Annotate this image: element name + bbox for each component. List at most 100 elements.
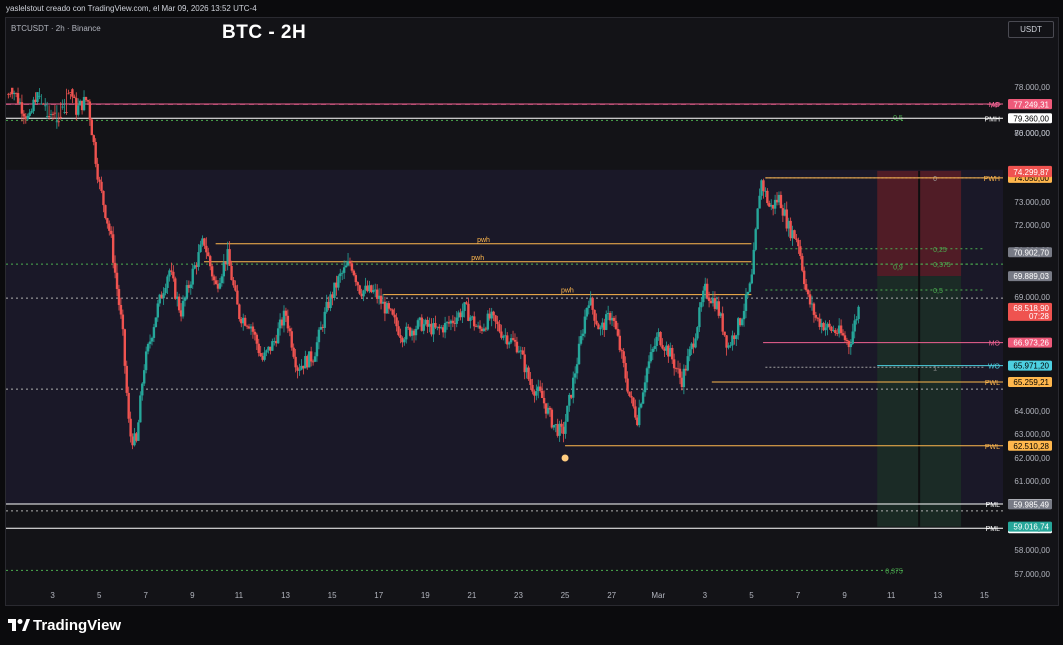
candle-body <box>247 326 251 329</box>
x-axis-tick: 5 <box>749 591 754 600</box>
candle-body <box>605 314 608 330</box>
currency-button[interactable]: USDT <box>1008 21 1054 38</box>
candle-body <box>240 319 243 324</box>
candle-body <box>166 276 169 288</box>
candle-body <box>593 309 596 321</box>
candle-body <box>174 278 177 299</box>
candle-body <box>119 304 123 315</box>
candle-body <box>494 315 497 322</box>
candle-body <box>678 368 682 378</box>
candle-body <box>461 310 464 318</box>
candle-body <box>473 316 476 327</box>
candle-body <box>245 325 249 327</box>
candle-body <box>383 301 387 314</box>
candle-body <box>141 383 144 396</box>
candle-body <box>168 270 171 277</box>
candle-body <box>20 102 24 114</box>
candle-body <box>276 328 280 344</box>
candle-body <box>236 290 239 305</box>
price-tag-label: 77.249,31 <box>1013 100 1049 109</box>
candle-body <box>422 324 425 331</box>
candle-body <box>762 180 765 192</box>
candle-body <box>177 296 181 311</box>
candle-body <box>181 300 185 317</box>
candle-body <box>626 378 629 392</box>
candle-body <box>795 238 798 240</box>
y-axis-tick: 62.000,00 <box>1014 454 1050 463</box>
candle-body <box>441 327 445 333</box>
candle-body <box>243 317 247 326</box>
candle-body <box>531 384 534 392</box>
candle-body <box>121 314 125 330</box>
candle-body <box>337 276 340 288</box>
x-axis-tick: 27 <box>607 591 616 600</box>
candle-body <box>339 273 342 277</box>
candle-body <box>280 319 284 326</box>
level-label: PML <box>986 502 1001 509</box>
candle-body <box>218 283 222 289</box>
candle-body <box>381 301 385 304</box>
candle-body <box>500 331 503 338</box>
level-label: MO <box>989 341 1001 348</box>
candle-body <box>80 100 84 111</box>
candle-body <box>100 181 103 191</box>
y-axis-tick: 69.000,00 <box>1014 293 1050 302</box>
candle-body <box>259 353 262 357</box>
candle-body <box>63 112 66 113</box>
price-tag-label: 59.016,74 <box>1013 523 1049 532</box>
candle-body <box>764 190 767 192</box>
candle-body <box>529 379 532 385</box>
candle-body <box>69 92 72 94</box>
candle-body <box>760 180 763 196</box>
candle-body <box>368 285 371 292</box>
y-axis-tick: 76.000,00 <box>1014 129 1050 138</box>
candle-body <box>704 283 707 291</box>
candle-body <box>469 317 472 321</box>
candle-body <box>288 328 292 332</box>
candle-body <box>449 320 453 324</box>
candle-body <box>482 328 486 332</box>
candle-body <box>822 323 825 331</box>
candle-body <box>356 282 359 286</box>
candle-body <box>572 377 575 398</box>
candle-body <box>478 325 482 329</box>
candle-body <box>599 327 602 330</box>
candle-body <box>133 433 136 446</box>
symbol-label: BTCUSDT · 2h · Binance <box>11 24 101 33</box>
candle-body <box>705 283 709 298</box>
candle-body <box>321 326 325 328</box>
candle-body <box>9 93 12 95</box>
candle-body <box>391 309 394 315</box>
candle-body <box>59 116 62 118</box>
candle-body <box>544 403 548 414</box>
candle-body <box>257 343 260 354</box>
y-axis-tick: 57.000,00 <box>1014 570 1050 579</box>
candle-body <box>639 403 643 408</box>
candle-body <box>843 335 847 340</box>
candle-body <box>189 284 193 288</box>
candle-body <box>395 317 398 327</box>
fib-label: 0,375 <box>933 262 951 269</box>
candle-body <box>106 218 109 224</box>
candle-body <box>102 190 105 206</box>
candle-body <box>601 322 604 328</box>
candle-body <box>123 329 127 366</box>
candle-body <box>643 382 647 393</box>
candle-body <box>45 116 49 117</box>
candle-body <box>418 317 422 321</box>
candle-body <box>12 92 16 95</box>
candle-body <box>711 298 715 304</box>
candle-body <box>581 333 585 337</box>
candle-body <box>317 329 321 343</box>
y-axis-tick: 64.000,00 <box>1014 407 1050 416</box>
candle-body <box>630 395 633 398</box>
candle-body <box>94 142 97 164</box>
candle-body <box>313 356 317 362</box>
candle-body <box>566 405 569 422</box>
candle-body <box>696 327 699 339</box>
price-tag-box <box>1008 271 1052 282</box>
candle-body <box>669 347 672 357</box>
candle-body <box>26 115 29 120</box>
x-axis-tick: 23 <box>514 591 523 600</box>
